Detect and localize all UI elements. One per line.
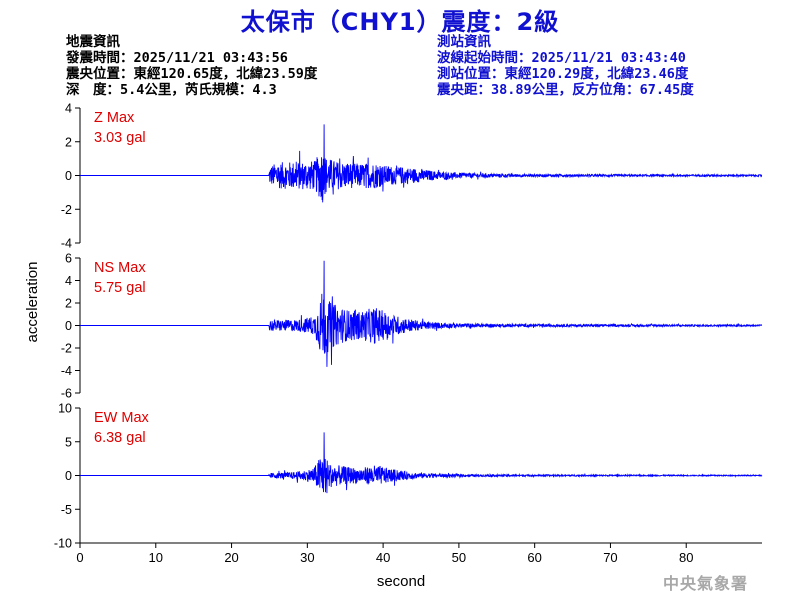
ns-y-tick-label: 4: [65, 274, 72, 288]
x-tick-label: 20: [224, 550, 238, 565]
ns-series-line: [80, 260, 763, 367]
ew-max-value: 6.38 gal: [94, 430, 146, 446]
station-info-heading: 測站資訊: [437, 34, 491, 50]
ns-y-tick-label: -4: [61, 364, 72, 378]
ew-y-tick-label: 0: [65, 469, 72, 483]
station-location: 測站位置：東經120.29度，北緯23.46度: [437, 66, 689, 82]
y-axis-label: acceleration: [24, 262, 41, 343]
z-max-value: 3.03 gal: [94, 130, 146, 146]
z-y-tick-label: -2: [61, 203, 72, 217]
station-distance: 震央距：38.89公里，反方位角：67.45度: [437, 82, 694, 98]
x-tick-label: 0: [76, 550, 83, 565]
x-tick-label: 10: [149, 550, 163, 565]
chart-title: 太保市（CHY1）震度：2級: [240, 8, 560, 36]
z-y-tick-label: 2: [65, 135, 72, 149]
ew-series-line: [80, 432, 763, 494]
ew-y-tick-label: -10: [54, 537, 72, 551]
x-tick-label: 40: [376, 550, 390, 565]
event-info: 地震資訊 發震時間：2025/11/21 03:43:56 震央位置：東經120…: [66, 34, 317, 98]
ew-y-tick-label: 10: [58, 402, 72, 416]
event-depth-magnitude: 深 度：5.4公里，芮氏規模：4.3: [66, 82, 277, 98]
station-info: 測站資訊 波線起始時間：2025/11/21 03:43:40 測站位置：東經1…: [437, 34, 694, 98]
x-axis-label: second: [377, 573, 425, 590]
x-tick-label: 60: [527, 550, 541, 565]
ns-max-value: 5.75 gal: [94, 280, 146, 296]
ns-y-tick-label: -2: [61, 342, 72, 356]
ns-y-tick-label: 0: [65, 319, 72, 333]
z-y-tick-label: 4: [65, 102, 72, 116]
z-max-label: Z Max: [94, 110, 135, 126]
x-tick-label: 30: [300, 550, 314, 565]
station-wave-start: 波線起始時間：2025/11/21 03:43:40: [437, 50, 686, 66]
event-info-heading: 地震資訊: [66, 34, 120, 50]
event-epicenter: 震央位置：東經120.65度，北緯23.59度: [66, 66, 318, 82]
x-tick-label: 80: [679, 550, 693, 565]
event-origin-time: 發震時間：2025/11/21 03:43:56: [66, 50, 288, 66]
z-y-tick-label: 0: [65, 169, 72, 183]
ns-y-tick-label: 2: [65, 297, 72, 311]
z-series-line: [80, 124, 763, 203]
agency-watermark: 中央氣象署: [662, 574, 748, 593]
ew-y-tick-label: -5: [61, 503, 72, 517]
ns-y-tick-label: 6: [65, 252, 72, 266]
ns-max-label: NS Max: [94, 260, 146, 276]
z-y-tick-label: -4: [61, 237, 72, 251]
ns-y-tick-label: -6: [61, 387, 72, 401]
ew-max-label: EW Max: [94, 410, 150, 426]
ew-y-tick-label: 5: [65, 435, 72, 449]
x-tick-label: 50: [452, 550, 466, 565]
x-tick-label: 70: [603, 550, 617, 565]
